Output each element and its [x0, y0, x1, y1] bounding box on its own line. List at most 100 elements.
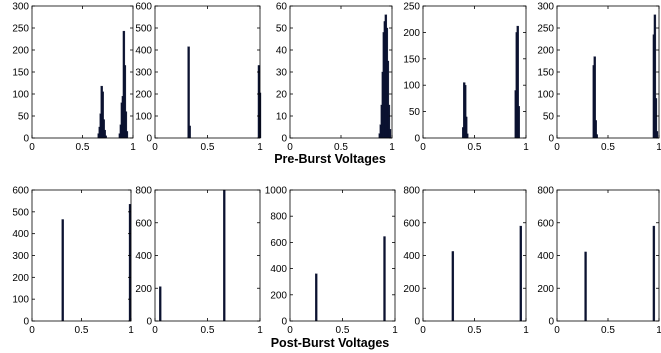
panel-post-1: 0 100 200 300 400 500 600 0 0.5 1: [12, 186, 134, 337]
panel-post-3: 0 200 400 600 800 1000 0 0.5 1: [265, 186, 398, 337]
xtick-label-post-3-0: 0: [287, 325, 293, 336]
bar-pre-4-4: [466, 133, 469, 139]
bar-pre-1-15: [125, 131, 129, 139]
panel-post-2: 0 200 400 600 800 0 0.5 1: [135, 186, 263, 337]
ytick-label-post-5-2: 400: [537, 251, 554, 262]
panel-pre-2: 0 100 200 300 400 500 600 0 0.5 1: [135, 2, 263, 154]
xtick-label-pre-3-2: 1: [389, 142, 395, 153]
bar-pre-5-3: [595, 134, 598, 139]
xtick-label-pre-4-2: 1: [523, 142, 529, 153]
xtick-label-post-4-1: 0.5: [468, 325, 482, 336]
panel-pre-5: 0 50 100 150 200 250 300 0 0.5 1: [537, 2, 661, 154]
ytick-label-post-1-6: 600: [12, 186, 29, 197]
ytick-label-post-1-4: 400: [12, 229, 29, 240]
ytick-label-pre-4-4: 200: [403, 28, 420, 39]
ytick-label-post-2-0: 0: [146, 317, 152, 328]
ytick-label-post-4-0: 0: [414, 317, 420, 328]
ytick-label-pre-2-3: 300: [135, 68, 152, 79]
ytick-label-pre-3-4: 40: [276, 46, 288, 57]
ytick-label-post-4-1: 200: [403, 284, 420, 295]
xtick-label-post-4-0: 0: [420, 325, 426, 336]
ytick-label-post-2-3: 600: [135, 218, 152, 229]
xtick-label-post-1-2: 1: [128, 325, 134, 336]
ytick-label-pre-3-5: 50: [276, 24, 288, 35]
ytick-label-post-2-4: 800: [135, 186, 152, 197]
xtick-label-pre-1-2: 1: [130, 142, 136, 153]
ytick-label-post-3-2: 400: [270, 264, 287, 275]
ytick-label-pre-2-6: 600: [135, 2, 152, 13]
ytick-label-post-4-2: 400: [403, 251, 420, 262]
xtick-label-pre-2-1: 0.5: [201, 142, 215, 153]
ytick-label-pre-5-3: 150: [537, 68, 554, 79]
ytick-label-pre-5-2: 100: [537, 90, 554, 101]
xtick-label-pre-2-0: 0: [152, 142, 158, 153]
ytick-label-pre-5-6: 300: [537, 2, 554, 13]
bar-post-5-1: [652, 225, 656, 322]
ytick-label-pre-4-2: 100: [403, 81, 420, 92]
ytick-label-pre-2-4: 400: [135, 46, 152, 57]
xtick-label-post-2-0: 0: [152, 325, 158, 336]
panel-pre-1: 0 50 100 150 200 250 300 0 0.5 1: [12, 2, 136, 154]
bar-pre-2-0: [187, 46, 190, 139]
row-title-pre-burst: Pre-Burst Voltages: [274, 152, 386, 166]
ytick-label-post-3-0: 0: [281, 317, 287, 328]
ytick-label-pre-1-4: 200: [12, 46, 29, 57]
ytick-label-pre-5-5: 250: [537, 24, 554, 35]
xtick-label-post-5-2: 1: [656, 325, 661, 336]
xtick-label-post-3-2: 1: [392, 325, 398, 336]
ytick-label-pre-2-0: 0: [146, 134, 152, 145]
ytick-label-pre-1-0: 0: [23, 134, 29, 145]
bar-post-1-0: [61, 219, 64, 322]
xtick-label-post-1-1: 0.5: [75, 325, 89, 336]
ytick-label-pre-1-6: 300: [12, 2, 29, 13]
xtick-label-pre-5-0: 0: [554, 142, 560, 153]
ytick-label-pre-2-5: 500: [135, 24, 152, 35]
xtick-label-pre-2-2: 1: [257, 142, 263, 153]
ytick-label-pre-2-2: 200: [135, 90, 152, 101]
ytick-label-pre-5-4: 200: [537, 46, 554, 57]
xtick-label-pre-5-1: 0.5: [601, 142, 615, 153]
ytick-label-post-5-0: 0: [548, 317, 554, 328]
panel-post-4: 0 200 400 600 800 0 0.5 1: [403, 186, 529, 337]
xtick-label-pre-5-2: 1: [656, 142, 661, 153]
ytick-label-pre-4-5: 250: [403, 2, 420, 13]
xtick-label-pre-1-1: 0.5: [76, 142, 90, 153]
ytick-label-post-1-5: 500: [12, 207, 29, 218]
ytick-label-post-5-1: 200: [537, 284, 554, 295]
ytick-label-post-5-4: 800: [537, 186, 554, 197]
panel-pre-3: 0 10 20 30 40 50 60 0 0.5 1: [276, 2, 395, 154]
xtick-label-post-3-1: 0.5: [336, 325, 350, 336]
ytick-label-pre-4-0: 0: [414, 134, 420, 145]
ytick-label-post-1-1: 100: [12, 295, 29, 306]
row-title-post-burst: Post-Burst Voltages: [271, 336, 390, 350]
xtick-label-post-1-0: 0: [29, 325, 35, 336]
ytick-label-pre-4-1: 50: [409, 107, 421, 118]
ytick-label-post-5-3: 600: [537, 218, 554, 229]
ytick-label-post-1-3: 300: [12, 251, 29, 262]
xtick-label-pre-3-0: 0: [287, 142, 293, 153]
ytick-label-post-4-3: 600: [403, 218, 420, 229]
ytick-label-pre-1-1: 50: [18, 112, 30, 123]
bar-pre-3-10: [388, 129, 392, 139]
xtick-label-pre-3-1: 0.5: [334, 142, 348, 153]
ytick-label-post-3-4: 800: [270, 212, 287, 223]
ytick-label-pre-4-3: 150: [403, 54, 420, 65]
xtick-label-post-2-1: 0.5: [201, 325, 215, 336]
bar-post-2-1: [223, 189, 226, 322]
ytick-label-pre-3-0: 0: [281, 134, 287, 145]
xtick-label-pre-4-1: 0.5: [468, 142, 482, 153]
ytick-label-post-2-2: 400: [135, 251, 152, 262]
ytick-label-post-1-2: 200: [12, 273, 29, 284]
xtick-label-post-4-2: 1: [523, 325, 529, 336]
ytick-label-post-3-3: 600: [270, 238, 287, 249]
xtick-label-pre-4-0: 0: [420, 142, 426, 153]
bar-post-4-0: [451, 251, 455, 322]
ytick-label-pre-1-2: 100: [12, 90, 29, 101]
ytick-label-pre-3-3: 30: [276, 68, 288, 79]
bar-pre-4-8: [517, 106, 520, 139]
bar-post-3-0: [315, 273, 318, 322]
xtick-label-pre-1-0: 0: [29, 142, 35, 153]
ytick-label-post-3-1: 200: [270, 290, 287, 301]
